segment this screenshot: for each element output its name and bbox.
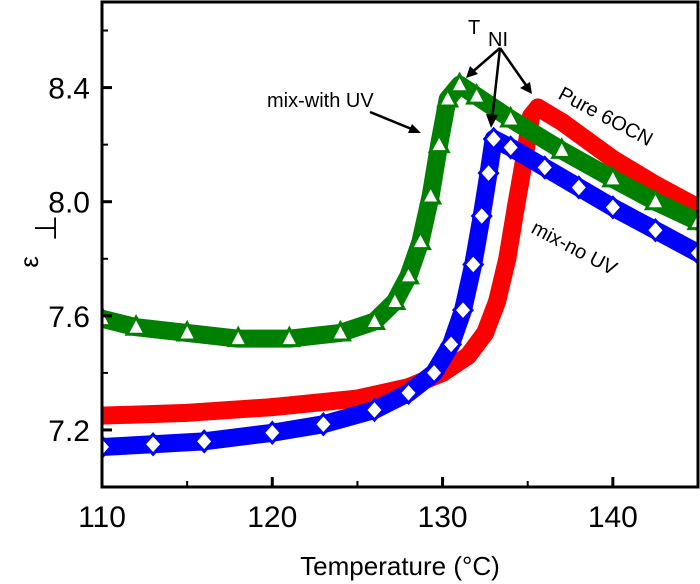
data-point (408, 228, 432, 251)
data-point (550, 137, 574, 159)
data-point (603, 149, 622, 168)
y-tick-label: 7.2 (48, 415, 90, 448)
data-point (440, 332, 463, 357)
data-point (423, 360, 446, 386)
data-point (263, 398, 282, 417)
data-point (102, 434, 114, 460)
data-point (175, 319, 199, 342)
data-point (277, 325, 301, 348)
data-point (488, 292, 507, 311)
label-mix-no-uv: mix-no UV (528, 217, 621, 281)
plot-frame (100, 0, 700, 489)
data-point (328, 319, 352, 342)
label-mix-with-uv: mix-with UV (267, 90, 374, 112)
series-line (102, 98, 698, 425)
data-point (499, 105, 523, 128)
data-point (643, 188, 667, 211)
y-axis-title: ε ⊥ (14, 215, 63, 268)
series-pure-6ocn (102, 98, 698, 425)
ticks-layer: 110 120 130 140 7.2 7.6 8.0 8.4 (48, 29, 638, 534)
data-point (348, 389, 367, 408)
data-point (397, 262, 421, 285)
data-point (528, 98, 547, 117)
series-layer (102, 71, 698, 460)
y-tick-label: 8.0 (48, 187, 90, 220)
data-point (686, 208, 698, 231)
data-point (477, 160, 500, 186)
data-point (601, 165, 625, 188)
data-point (124, 314, 148, 336)
x-tick-label: 120 (247, 501, 297, 534)
series-mix-no-uv (102, 126, 698, 460)
data-point (498, 249, 517, 268)
y-tick-label: 7.6 (48, 301, 90, 334)
data-point (482, 126, 505, 152)
data-point (451, 297, 475, 323)
data-point (363, 397, 386, 423)
data-point (427, 131, 451, 154)
data-point (362, 308, 386, 331)
svg-text:T: T (468, 17, 480, 39)
x-tick-label: 140 (588, 501, 638, 534)
data-point (476, 323, 495, 342)
x-axis-title: Temperature (°C) (300, 551, 500, 581)
data-point (506, 198, 525, 217)
data-point (567, 175, 590, 200)
data-point (533, 155, 556, 180)
data-point (142, 431, 165, 457)
data-point (436, 85, 460, 108)
data-point (644, 217, 667, 243)
data-point (397, 380, 420, 406)
x-tick-label: 110 (78, 501, 126, 534)
data-point (465, 82, 489, 105)
data-point (193, 429, 216, 454)
data-point (226, 325, 250, 348)
data-point (419, 182, 443, 205)
svg-text:⊥: ⊥ (30, 215, 63, 241)
data-point (383, 288, 407, 311)
x-tick-label: 130 (418, 501, 468, 534)
data-point (178, 403, 197, 422)
series-line (102, 75, 698, 348)
y-tick-label: 8.4 (48, 73, 90, 106)
data-point (459, 346, 478, 365)
data-point (552, 112, 571, 131)
data-point (261, 420, 284, 446)
tni-annotation: T NI (369, 17, 532, 133)
data-point (499, 135, 522, 160)
data-point (448, 71, 472, 94)
svg-text:NI: NI (488, 29, 508, 51)
data-point (102, 406, 111, 425)
svg-text:ε: ε (14, 256, 44, 268)
data-point (462, 252, 485, 277)
data-point (312, 411, 335, 437)
data-point (470, 203, 493, 229)
data-point (686, 240, 698, 266)
data-point (601, 195, 624, 220)
series-mix-with-uv (102, 71, 698, 348)
